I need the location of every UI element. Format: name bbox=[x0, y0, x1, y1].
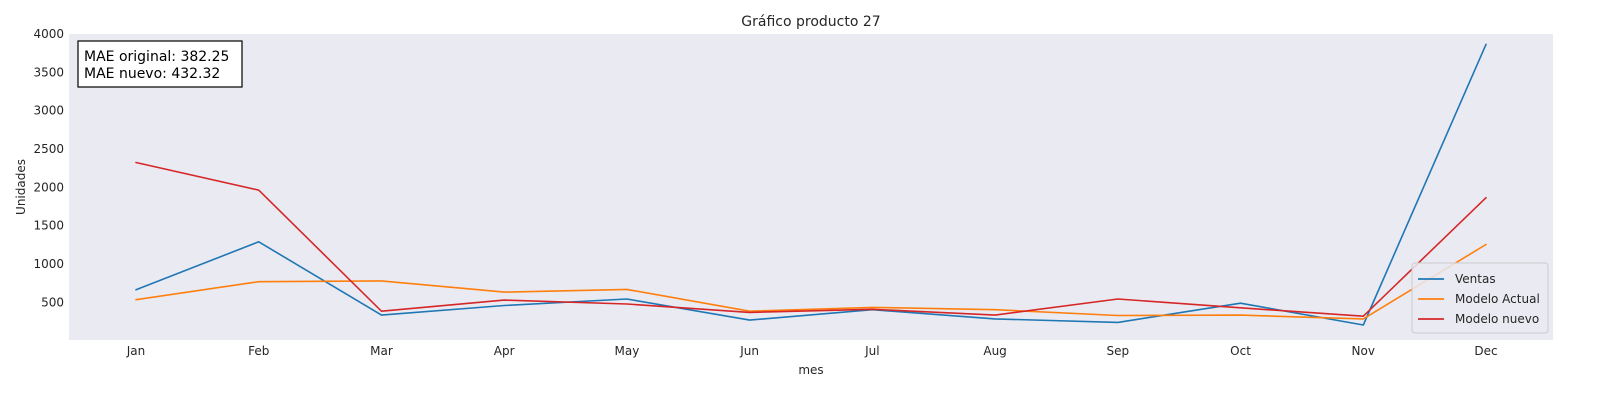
series-line-modelo-nuevo bbox=[135, 161, 1487, 318]
legend-box bbox=[1411, 262, 1549, 334]
x-tick-label: Jan bbox=[126, 344, 146, 358]
series-line-ventas bbox=[135, 43, 1487, 326]
y-axis-ticks: 500 1000 1500 2000 2500 3000 3500 4000 bbox=[33, 27, 64, 309]
mae-nuevo-text: MAE nuevo: 432.32 bbox=[84, 66, 220, 82]
x-tick-label: Jul bbox=[864, 344, 879, 358]
y-tick-label: 1500 bbox=[33, 219, 64, 233]
y-tick-label: 1000 bbox=[33, 257, 64, 271]
y-tick-label: 2000 bbox=[33, 180, 64, 194]
y-tick-label: 500 bbox=[41, 295, 64, 309]
x-axis-ticks: Jan Feb Mar Apr May Jun Jul Aug Sep Oct Nov Dec bbox=[126, 344, 1498, 358]
series-line-modelo-actual bbox=[135, 243, 1487, 320]
legend[interactable]: Ventas Modelo Actual Modelo nuevo bbox=[1411, 262, 1549, 334]
x-tick-label: May bbox=[615, 344, 640, 358]
x-tick-label: Dec bbox=[1474, 344, 1497, 358]
x-tick-label: Sep bbox=[1107, 344, 1130, 358]
series-lines bbox=[135, 43, 1487, 326]
y-tick-label: 2500 bbox=[33, 142, 64, 156]
x-tick-label: Nov bbox=[1352, 344, 1375, 358]
mae-original-text: MAE original: 382.25 bbox=[84, 49, 229, 65]
x-tick-label: Mar bbox=[370, 344, 393, 358]
x-tick-label: Aug bbox=[983, 344, 1006, 358]
x-tick-label: Jun bbox=[739, 344, 759, 358]
legend-entry: Modelo nuevo bbox=[1455, 312, 1539, 326]
x-tick-label: Apr bbox=[494, 344, 515, 358]
y-tick-label: 4000 bbox=[33, 27, 64, 41]
plot-area bbox=[69, 34, 1553, 340]
x-tick-label: Feb bbox=[248, 344, 269, 358]
legend-entry: Ventas bbox=[1455, 272, 1496, 286]
y-axis-label: Unidades bbox=[14, 159, 28, 215]
mae-annotation-box bbox=[77, 40, 243, 88]
x-axis-label: mes bbox=[798, 363, 823, 377]
y-tick-label: 3500 bbox=[33, 65, 64, 79]
y-tick-label: 3000 bbox=[33, 104, 64, 118]
x-tick-label: Oct bbox=[1230, 344, 1251, 358]
chart-title: Gráfico producto 27 bbox=[741, 14, 880, 30]
mae-annotation: MAE original: 382.25 MAE nuevo: 432.32 bbox=[77, 40, 243, 88]
legend-entry: Modelo Actual bbox=[1455, 292, 1540, 306]
